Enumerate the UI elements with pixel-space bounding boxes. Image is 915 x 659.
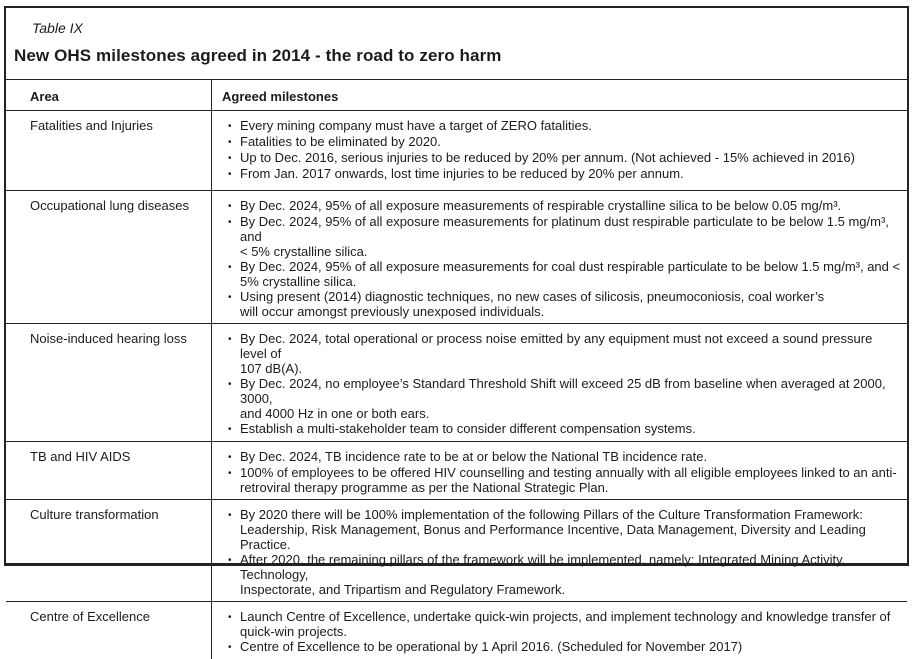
bullet-icon: • (228, 510, 232, 521)
table-title: New OHS milestones agreed in 2014 - the … (14, 46, 502, 65)
list-item: • By Dec. 2024, TB incidence rate to be … (212, 449, 901, 465)
milestone-text: By Dec. 2024, 95% of all exposure measur… (240, 214, 889, 259)
milestone-text: From Jan. 2017 onwards, lost time injuri… (240, 166, 684, 181)
milestone-text: 100% of employees to be offered HIV coun… (240, 465, 897, 495)
table-row: Centre of Excellence • Launch Centre of … (6, 602, 907, 659)
milestone-text: Establish a multi-stakeholder team to co… (240, 421, 696, 436)
bullet-icon: • (228, 137, 232, 148)
table-row: Fatalities and Injuries • Every mining c… (6, 111, 907, 191)
table-row: Culture transformation • By 2020 there w… (6, 500, 907, 602)
bullet-icon: • (228, 642, 232, 653)
milestone-text: Up to Dec. 2016, serious injuries to be … (240, 150, 855, 165)
area-cell: Noise-induced hearing loss (6, 324, 212, 441)
area-cell: TB and HIV AIDS (6, 442, 212, 499)
milestone-text: By Dec. 2024, TB incidence rate to be at… (240, 449, 708, 464)
bullet-icon: • (228, 292, 232, 303)
milestone-text: Centre of Excellence to be operational b… (240, 639, 743, 654)
milestone-text: By Dec. 2024, total operational or proce… (240, 331, 873, 376)
milestones-cell: • By Dec. 2024, total operational or pro… (212, 324, 907, 441)
list-item: • 100% of employees to be offered HIV co… (212, 465, 901, 495)
bullet-icon: • (228, 153, 232, 164)
bullet-icon: • (228, 201, 232, 212)
list-item: • By Dec. 2024, 95% of all exposure meas… (212, 214, 901, 259)
list-item: • From Jan. 2017 onwards, lost time inju… (212, 166, 901, 182)
bullet-icon: • (228, 217, 232, 228)
list-item: • By 2020 there will be 100% implementat… (212, 507, 901, 552)
milestone-text: Fatalities to be eliminated by 2020. (240, 134, 441, 149)
milestones-cell: • By 2020 there will be 100% implementat… (212, 500, 907, 601)
milestone-text: By Dec. 2024, 95% of all exposure measur… (240, 259, 901, 289)
column-header-milestones: Agreed milestones (222, 89, 339, 104)
bullet-icon: • (228, 334, 232, 345)
milestone-text: By Dec. 2024, no employee’s Standard Thr… (240, 376, 886, 421)
list-item: • By Dec. 2024, 95% of all exposure meas… (212, 198, 901, 214)
table-label: Table IX (32, 20, 83, 36)
area-cell: Occupational lung diseases (6, 191, 212, 323)
bullet-icon: • (228, 468, 232, 479)
milestones-cell: • Launch Centre of Excellence, undertake… (212, 602, 907, 659)
bullet-icon: • (228, 121, 232, 132)
list-item: • Up to Dec. 2016, serious injuries to b… (212, 150, 901, 166)
list-item: • Every mining company must have a targe… (212, 118, 901, 134)
bullet-icon: • (228, 262, 232, 273)
table-row: Occupational lung diseases • By Dec. 202… (6, 191, 907, 324)
list-item: • Launch Centre of Excellence, undertake… (212, 609, 901, 639)
bullet-icon: • (228, 379, 232, 390)
list-item: • By Dec. 2024, 95% of all exposure meas… (212, 259, 901, 289)
milestones-cell: • By Dec. 2024, 95% of all exposure meas… (212, 191, 907, 323)
area-cell: Fatalities and Injuries (6, 111, 212, 190)
column-header-area: Area (6, 80, 212, 110)
bullet-icon: • (228, 169, 232, 180)
milestone-text: By 2020 there will be 100% implementatio… (240, 507, 866, 552)
list-item: • Using present (2014) diagnostic techni… (212, 289, 901, 319)
bullet-icon: • (228, 555, 232, 566)
bullet-icon: • (228, 612, 232, 623)
table-title-block: Table IX New OHS milestones agreed in 20… (6, 8, 907, 80)
milestone-text: Every mining company must have a target … (240, 118, 592, 133)
milestone-text: By Dec. 2024, 95% of all exposure measur… (240, 198, 842, 213)
list-item: • Centre of Excellence to be operational… (212, 639, 901, 655)
milestones-cell: • Every mining company must have a targe… (212, 111, 907, 190)
milestones-cell: • By Dec. 2024, TB incidence rate to be … (212, 442, 907, 499)
bullet-icon: • (228, 424, 232, 435)
table-row: Noise-induced hearing loss • By Dec. 202… (6, 324, 907, 442)
area-cell: Culture transformation (6, 500, 212, 601)
list-item: • Establish a multi-stakeholder team to … (212, 421, 901, 437)
list-item: • By Dec. 2024, total operational or pro… (212, 331, 901, 376)
table-row: TB and HIV AIDS • By Dec. 2024, TB incid… (6, 442, 907, 500)
table-frame: Table IX New OHS milestones agreed in 20… (4, 6, 909, 659)
milestone-text: After 2020, the remaining pillars of the… (240, 552, 846, 597)
milestone-text: Launch Centre of Excellence, undertake q… (240, 609, 891, 639)
milestone-text: Using present (2014) diagnostic techniqu… (240, 289, 825, 319)
list-item: • By Dec. 2024, no employee’s Standard T… (212, 376, 901, 421)
bullet-icon: • (228, 452, 232, 463)
table-header-row: Area Agreed milestones (6, 80, 907, 111)
area-cell: Centre of Excellence (6, 602, 212, 659)
list-item: • Fatalities to be eliminated by 2020. (212, 134, 901, 150)
list-item: • After 2020, the remaining pillars of t… (212, 552, 901, 597)
